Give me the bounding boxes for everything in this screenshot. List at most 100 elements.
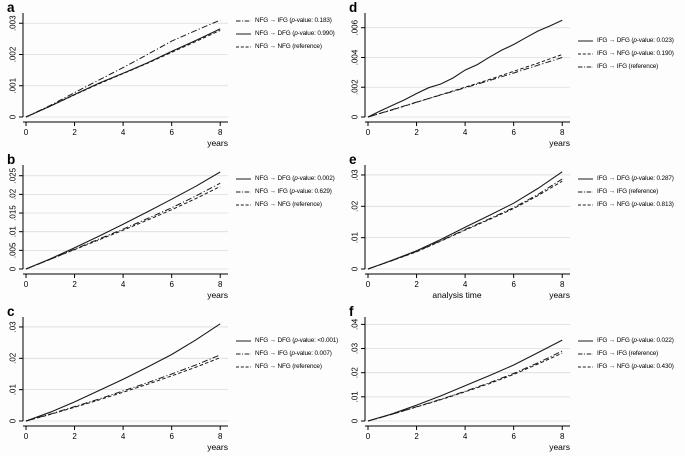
- svg-text:8: 8: [218, 280, 223, 289]
- svg-text:.025: .025: [8, 167, 17, 183]
- legend-item: IFG → DFG (p-value: 0.023): [578, 37, 684, 45]
- legend-item: NFG → DFG (p-value: <0.001): [236, 337, 342, 345]
- svg-text:.01: .01: [351, 232, 360, 244]
- legend-item: IFG → IFG (reference): [578, 350, 684, 358]
- legend-label: NFG → IFG (p-value: 0.629): [255, 188, 332, 196]
- svg-text:years: years: [549, 290, 570, 300]
- svg-text:8: 8: [560, 280, 565, 289]
- panel-a: a 0 .001 .002 .003 0 2 4 6 8 years NFG → IFG (p-v…: [0, 0, 342, 152]
- panel-c: c 0 .01 .02 .03 0 2 4 6 8 years NFG → DFG (p-valu…: [0, 304, 342, 456]
- panel-letter-a: a: [7, 0, 15, 15]
- svg-text:8: 8: [560, 432, 565, 441]
- svg-text:0: 0: [24, 432, 29, 441]
- svg-text:0: 0: [351, 418, 360, 423]
- legend-line-sample: [236, 33, 251, 35]
- svg-text:0: 0: [366, 432, 371, 441]
- legend-line-sample: [236, 366, 251, 368]
- svg-text:0: 0: [366, 280, 371, 289]
- legend-label: NFG → NFG (reference): [255, 201, 322, 209]
- svg-text:years: years: [549, 442, 570, 452]
- svg-text:8: 8: [218, 432, 223, 441]
- svg-text:4: 4: [121, 432, 126, 441]
- panel-letter-b: b: [7, 152, 16, 167]
- legend-line-sample: [578, 204, 593, 206]
- svg-text:years: years: [207, 290, 228, 300]
- legend-item: NFG → DFG (p-value: 0.990): [236, 30, 342, 38]
- legend-label: IFG → NFG (p-value: 0.430): [597, 363, 674, 371]
- svg-text:years: years: [549, 138, 570, 148]
- svg-text:.006: .006: [351, 19, 360, 35]
- legend-item: IFG → NFG (p-value: 0.190): [578, 50, 684, 58]
- legend-label: IFG → NFG (p-value: 0.813): [597, 201, 674, 209]
- legend-label: NFG → DFG (p-value: <0.001): [255, 337, 339, 345]
- svg-text:.03: .03: [8, 321, 17, 333]
- legend-e: IFG → DFG (p-value: 0.287) IFG → IFG (re…: [578, 175, 684, 214]
- svg-text:0: 0: [9, 266, 18, 271]
- legend-label: NFG → NFG (reference): [255, 43, 322, 51]
- svg-text:years: years: [207, 138, 228, 148]
- svg-text:2: 2: [72, 128, 77, 137]
- legend-item: NFG → DFG (p-value: 0.002): [236, 175, 342, 183]
- panel-f: f 0 .01 .02 .03 .04 0 2 4 6 8 years IFG → DFG (p-v…: [342, 304, 685, 456]
- panel-letter-c: c: [7, 304, 15, 319]
- svg-text:4: 4: [463, 128, 468, 137]
- legend-line-sample: [578, 353, 593, 355]
- svg-text:4: 4: [463, 280, 468, 289]
- svg-text:0: 0: [366, 128, 371, 137]
- svg-text:4: 4: [463, 432, 468, 441]
- legend-line-sample: [578, 178, 593, 180]
- svg-text:.002: .002: [351, 79, 360, 95]
- svg-text:.01: .01: [9, 226, 18, 238]
- svg-text:6: 6: [511, 432, 516, 441]
- svg-text:.001: .001: [9, 77, 18, 93]
- svg-text:.02: .02: [9, 188, 18, 200]
- svg-text:.005: .005: [9, 242, 18, 258]
- legend-item: NFG → IFG (p-value: 0.007): [236, 350, 342, 358]
- legend-line-sample: [236, 353, 251, 355]
- svg-text:.03: .03: [351, 342, 360, 354]
- svg-text:6: 6: [511, 128, 516, 137]
- svg-text:2: 2: [72, 280, 77, 289]
- svg-text:0: 0: [9, 418, 18, 423]
- svg-text:.015: .015: [9, 205, 18, 221]
- legend-item: NFG → NFG (reference): [236, 201, 342, 209]
- legend-label: IFG → IFG (reference): [597, 63, 659, 71]
- legend-item: IFG → NFG (p-value: 0.813): [578, 201, 684, 209]
- legend-label: NFG → IFG (p-value: 0.183): [255, 17, 332, 25]
- legend-line-sample: [236, 340, 251, 342]
- legend-line-sample: [236, 204, 251, 206]
- svg-text:4: 4: [121, 280, 126, 289]
- svg-text:.02: .02: [351, 200, 360, 212]
- panel-letter-f: f: [349, 304, 354, 319]
- legend-f: IFG → DFG (p-value: 0.022) IFG → IFG (re…: [578, 337, 684, 376]
- svg-text:2: 2: [414, 432, 419, 441]
- legend-label: IFG → DFG (p-value: 0.022): [597, 337, 674, 345]
- svg-text:2: 2: [72, 432, 77, 441]
- legend-item: IFG → DFG (p-value: 0.022): [578, 337, 684, 345]
- legend-line-sample: [578, 66, 593, 68]
- svg-text:analysis time: analysis time: [432, 290, 481, 300]
- legend-item: IFG → DFG (p-value: 0.287): [578, 175, 684, 183]
- svg-text:0: 0: [9, 114, 18, 119]
- legend-line-sample: [578, 191, 593, 193]
- legend-line-sample: [578, 40, 593, 42]
- svg-text:.04: .04: [351, 318, 360, 330]
- legend-label: IFG → IFG (reference): [597, 188, 659, 196]
- legend-label: NFG → DFG (p-value: 0.990): [255, 30, 335, 38]
- legend-line-sample: [236, 20, 251, 22]
- legend-b: NFG → DFG (p-value: 0.002) NFG → IFG (p-…: [236, 175, 342, 214]
- legend-line-sample: [236, 178, 251, 180]
- svg-text:0: 0: [24, 128, 29, 137]
- svg-text:8: 8: [560, 128, 565, 137]
- svg-text:.002: .002: [9, 46, 18, 62]
- panel-letter-d: d: [349, 0, 358, 15]
- legend-label: NFG → IFG (p-value: 0.007): [255, 350, 332, 358]
- svg-text:0: 0: [24, 280, 29, 289]
- legend-label: IFG → NFG (p-value: 0.190): [597, 50, 674, 58]
